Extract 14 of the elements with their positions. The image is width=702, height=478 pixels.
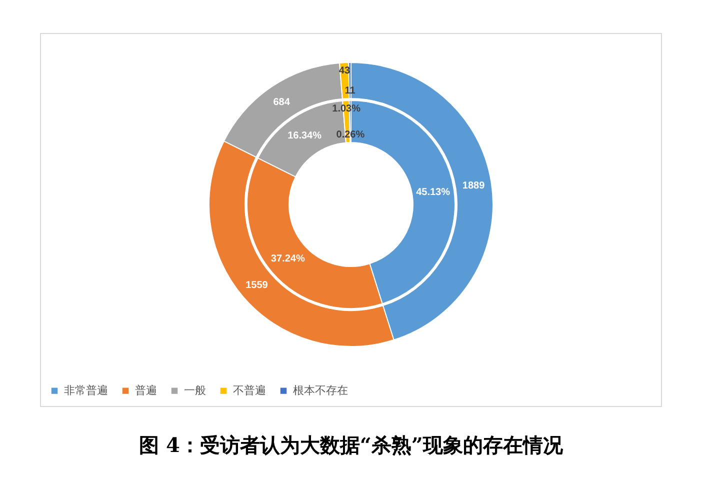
legend-label: 一般 [184,384,206,397]
data-label: 1559 [246,280,268,292]
legend-label: 普遍 [135,384,157,397]
data-label: 16.34% [288,130,322,142]
data-label: 45.13% [416,186,450,198]
data-label: 1889 [462,180,486,192]
data-label: 11 [344,86,356,97]
data-label: 37.24% [270,253,305,264]
legend-label: 根本不存在 [293,384,348,397]
legend-label: 非常普遍 [64,384,108,397]
legend-label: 不普遍 [233,384,266,397]
data-label: 684 [273,96,290,108]
text: 图 4：受访者认为大数据“杀熟”现象的存在情况 [138,432,564,459]
data-label: 1.03% [332,104,361,115]
